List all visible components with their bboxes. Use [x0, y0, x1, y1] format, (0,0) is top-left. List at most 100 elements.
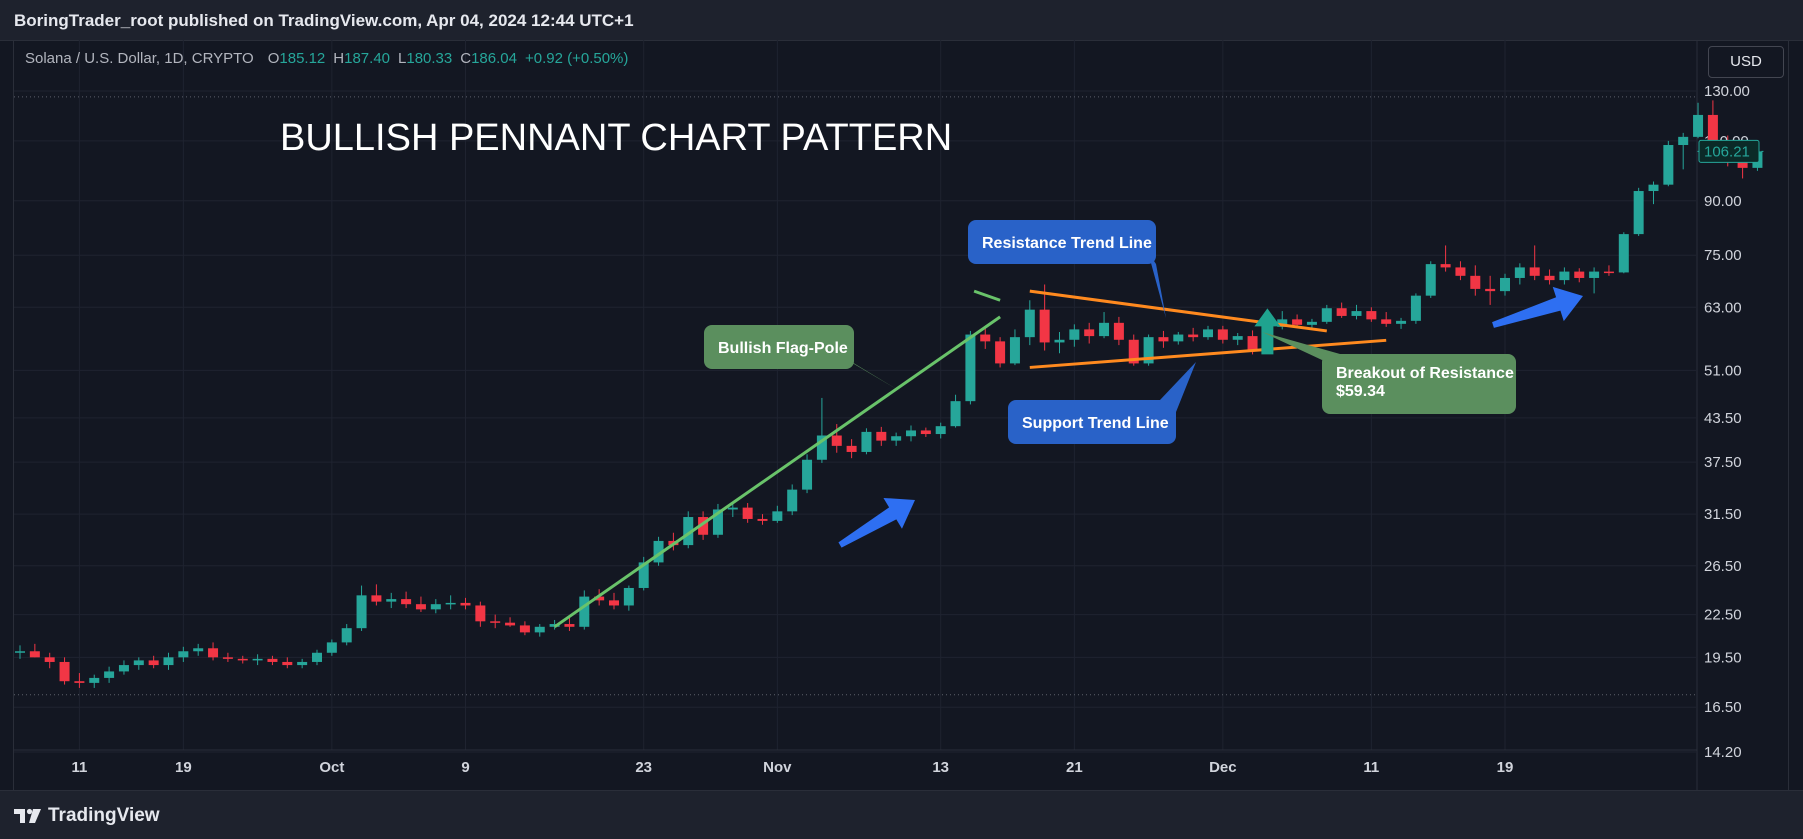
change-value: +0.92 (+0.50%): [524, 50, 629, 67]
x-tick-label: 13: [932, 759, 949, 776]
candle-body: [1693, 114, 1704, 137]
y-tick-label: 130.00: [1704, 83, 1750, 100]
close-value: 186.04: [471, 50, 517, 67]
candle-body: [1633, 191, 1644, 235]
support-callout-pointer: [1160, 362, 1196, 412]
candle-body: [594, 596, 605, 601]
chart-area[interactable]: 130.00110.0090.0075.0063.0051.0043.5037.…: [0, 0, 1803, 790]
candle-body: [712, 509, 723, 535]
candle-body: [980, 334, 991, 342]
candle-body: [1128, 339, 1139, 364]
candle-body: [74, 681, 85, 683]
candle-body: [89, 677, 100, 683]
resistance-callout-pointer: [1148, 252, 1166, 318]
candle-body: [1366, 311, 1377, 320]
y-tick-label: 90.00: [1704, 193, 1742, 210]
y-tick-label: 16.50: [1704, 699, 1742, 716]
candle-body: [1559, 271, 1570, 281]
brand[interactable]: TradingView: [14, 805, 160, 827]
symbol-name[interactable]: Solana / U.S. Dollar, 1D, CRYPTO: [25, 50, 254, 67]
trend-arrow-icon: [838, 497, 915, 548]
candle-body: [208, 648, 219, 658]
breakout-callout-text: $59.34: [1336, 383, 1385, 400]
candle-body: [1321, 308, 1332, 322]
candle-body: [1247, 336, 1258, 351]
open-label: O: [267, 50, 280, 67]
candle-body: [1113, 322, 1124, 340]
symbol-legend: Solana / U.S. Dollar, 1D, CRYPTO O185.12 H…: [25, 50, 628, 67]
x-tick-label: Oct: [319, 759, 344, 776]
candle-body: [1529, 267, 1540, 276]
candle-body: [475, 605, 486, 622]
y-tick-label: 75.00: [1704, 247, 1742, 264]
trend-arrow-icon: [1492, 286, 1583, 328]
y-tick-label: 43.50: [1704, 410, 1742, 427]
breakout-callout-box: [1322, 354, 1516, 414]
candle-body: [564, 624, 575, 627]
x-tick-label: 21: [1066, 759, 1083, 776]
candle-body: [638, 562, 649, 588]
candle-body: [802, 459, 813, 490]
support-callout-box: [1008, 400, 1176, 444]
flagpole-line: [553, 315, 1001, 629]
candle-body: [787, 489, 798, 512]
bottom-bar: TradingView: [0, 790, 1803, 839]
candle-body: [267, 658, 278, 662]
candle-body: [1054, 339, 1065, 343]
candle-body: [430, 604, 441, 610]
y-tick-label: 26.50: [1704, 558, 1742, 575]
high-label: H: [333, 50, 345, 67]
candle-body: [1485, 288, 1496, 292]
candle-body: [1410, 295, 1421, 321]
last-price-label: 106.21: [1704, 143, 1750, 160]
candle-body: [104, 671, 115, 678]
candle-body: [1707, 114, 1718, 141]
candle-body: [415, 604, 426, 610]
candle-body: [1440, 264, 1451, 268]
candle-body: [1678, 136, 1689, 146]
last-price-tag: [1698, 139, 1760, 163]
flagpole-callout-box: [704, 325, 854, 369]
high-value: 187.40: [344, 50, 391, 67]
breakout-callout-pointer: [1262, 332, 1340, 360]
y-tick-label: 51.00: [1704, 362, 1742, 379]
candle-body: [460, 602, 471, 606]
candle-body: [44, 657, 55, 662]
x-tick-label: 19: [1497, 759, 1514, 776]
candle-body: [1292, 319, 1303, 325]
candle-body: [1381, 319, 1392, 324]
y-tick-label: 19.50: [1704, 649, 1742, 666]
candle-body: [609, 600, 619, 606]
open-value: 185.12: [279, 50, 326, 67]
y-tick-label: 31.50: [1704, 506, 1742, 523]
candle-body: [831, 435, 842, 446]
top-bar: BoringTrader_root published on TradingVi…: [0, 0, 1803, 41]
candle-body: [623, 587, 634, 606]
x-tick-label: 23: [635, 759, 652, 776]
candle-body: [1351, 311, 1362, 316]
currency-button[interactable]: USD: [1708, 46, 1784, 78]
candle-body: [727, 507, 738, 510]
candle-body: [757, 518, 768, 521]
candle-body: [237, 658, 248, 661]
candle-body: [1173, 334, 1184, 342]
breakout-arrow-icon: [1254, 308, 1281, 355]
candle-body: [148, 660, 159, 666]
candle-body: [1024, 309, 1035, 338]
candle-body: [445, 602, 456, 605]
candle-body: [59, 661, 70, 682]
candle-body: [505, 622, 516, 626]
candle-body: [1514, 267, 1525, 278]
candle-body: [341, 628, 352, 643]
tradingview-logo-icon: [14, 807, 42, 825]
candle-body: [965, 334, 976, 402]
candle-body: [1084, 329, 1095, 337]
candle-body: [252, 658, 263, 661]
candle-body: [386, 599, 397, 602]
candle-body: [1500, 277, 1510, 292]
candle-body: [1455, 267, 1466, 276]
candle-body: [1217, 329, 1228, 340]
x-tick-label: 9: [461, 759, 469, 776]
candle-body: [193, 648, 204, 652]
candle-body: [950, 401, 961, 427]
